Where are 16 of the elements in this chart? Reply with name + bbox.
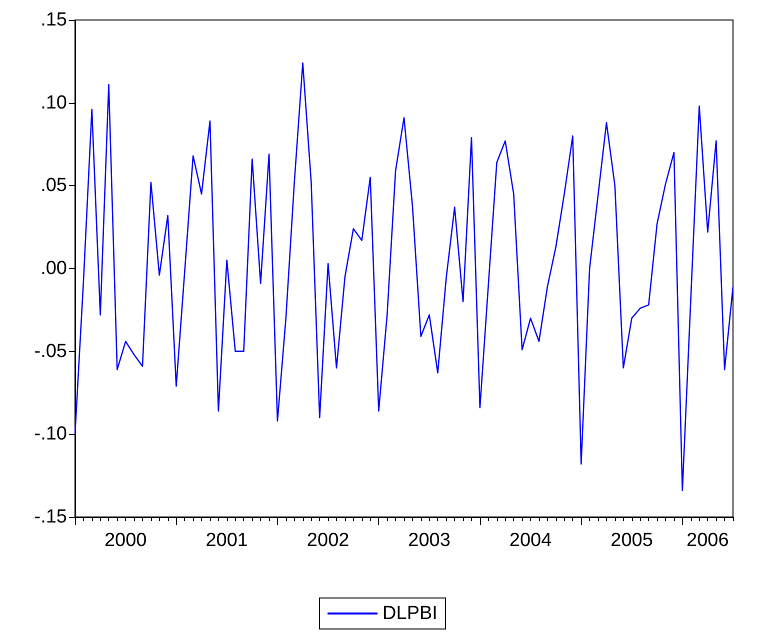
y-tick-label: .00: [40, 258, 67, 279]
y-tick-label: -.05: [34, 340, 67, 362]
x-tick-label: 2006: [686, 530, 729, 551]
y-tick-label: .05: [40, 175, 67, 196]
y-tick-label: .10: [40, 92, 67, 114]
x-tick-label: 2001: [206, 530, 248, 551]
y-tick-label: .15: [40, 10, 67, 30]
x-tick-label: 2002: [306, 530, 350, 551]
x-tick-label: 2000: [104, 530, 147, 551]
line-series: [74, 62, 734, 492]
legend-label: DLPBI: [382, 603, 438, 624]
y-tick-label: -.15: [34, 506, 67, 528]
x-tick-label: 2004: [509, 530, 552, 551]
x-tick-label: 2003: [408, 530, 450, 551]
y-tick-label: -.10: [34, 424, 67, 445]
x-tick-label: 2005: [610, 530, 653, 551]
